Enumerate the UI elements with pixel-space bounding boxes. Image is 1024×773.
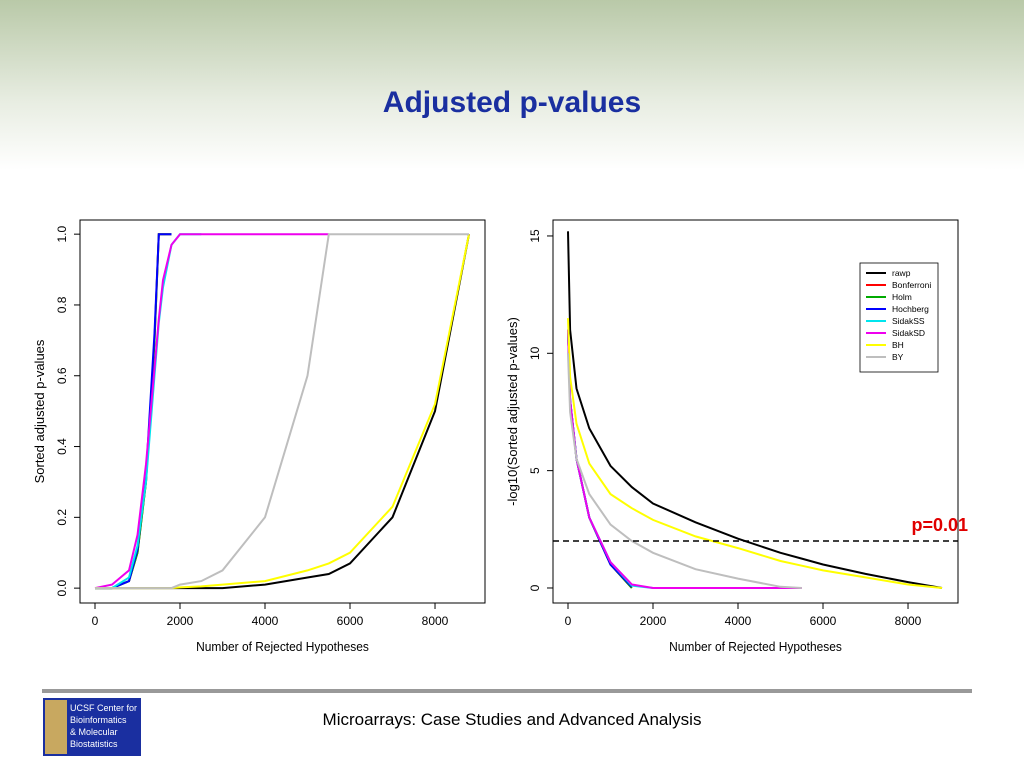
x-tick-label: 8000 xyxy=(895,614,922,628)
legend-label: rawp xyxy=(892,268,911,278)
logo-image xyxy=(45,700,67,754)
y-axis-label: -log10(Sorted adjusted p-values) xyxy=(505,317,520,506)
series-line xyxy=(567,231,943,589)
y-tick-label: 0 xyxy=(528,584,542,591)
plot-frame xyxy=(552,219,959,604)
series-line xyxy=(95,233,469,590)
x-tick-label: 0 xyxy=(92,614,99,628)
x-tick-label: 0 xyxy=(565,614,572,628)
legend-label: BH xyxy=(892,340,904,350)
slide-title: Adjusted p-values xyxy=(383,86,641,119)
x-tick-label: 4000 xyxy=(725,614,752,628)
y-tick-label: 0.0 xyxy=(55,579,69,596)
series-line xyxy=(94,233,329,590)
footer-rule xyxy=(42,689,972,693)
y-axis-label: Sorted adjusted p-values xyxy=(32,339,47,483)
y-tick-label: 1.0 xyxy=(55,225,69,242)
logo-text: Bioinformatics xyxy=(70,715,127,725)
legend-label: Holm xyxy=(892,292,912,302)
x-tick-label: 6000 xyxy=(337,614,364,628)
x-axis-label: Number of Rejected Hypotheses xyxy=(669,640,842,655)
y-tick-label: 5 xyxy=(528,467,542,474)
series-line xyxy=(567,353,802,589)
series-line xyxy=(567,318,943,589)
legend-box xyxy=(859,262,939,373)
footer-text: Microarrays: Case Studies and Advanced A… xyxy=(323,710,702,729)
legend-label: Bonferroni xyxy=(892,280,931,290)
y-tick-label: 15 xyxy=(528,229,542,243)
x-tick-label: 4000 xyxy=(252,614,279,628)
y-tick-label: 10 xyxy=(528,346,542,360)
legend-label: BY xyxy=(892,352,904,362)
y-tick-label: 0.8 xyxy=(55,296,69,313)
legend-label: SidakSS xyxy=(892,316,925,326)
plot-frame xyxy=(79,219,486,604)
legend-label: SidakSD xyxy=(892,328,925,338)
logo-text: Biostatistics xyxy=(70,739,118,749)
y-tick-label: 0.2 xyxy=(55,509,69,526)
y-tick-label: 0.6 xyxy=(55,367,69,384)
logo-text: UCSF Center for xyxy=(70,703,137,713)
x-tick-label: 2000 xyxy=(167,614,194,628)
x-axis-label: Number of Rejected Hypotheses xyxy=(196,640,369,655)
y-tick-label: 0.4 xyxy=(55,438,69,455)
x-tick-label: 2000 xyxy=(640,614,667,628)
header-band xyxy=(0,0,1024,170)
legend-label: Hochberg xyxy=(892,304,929,314)
x-tick-label: 6000 xyxy=(810,614,837,628)
logo-text: & Molecular xyxy=(70,727,118,737)
threshold-label: p=0.01 xyxy=(911,515,968,535)
x-tick-label: 8000 xyxy=(422,614,449,628)
